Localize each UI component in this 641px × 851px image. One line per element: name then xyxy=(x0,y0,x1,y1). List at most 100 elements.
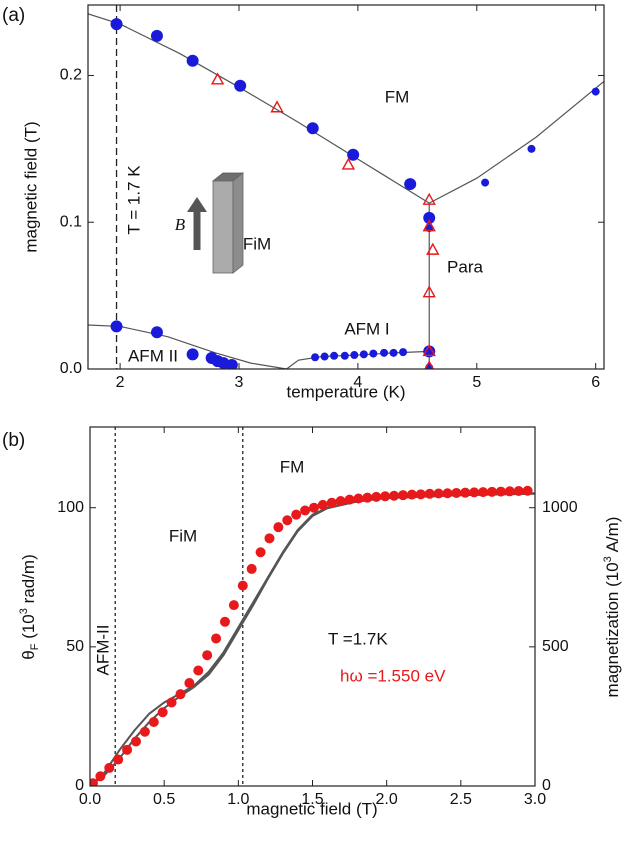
y2-tick-label: 0 xyxy=(542,777,551,794)
point xyxy=(397,490,408,501)
x-tick-label: 3.0 xyxy=(524,791,546,808)
annotation: hω =1.550 eV xyxy=(340,666,446,685)
point xyxy=(282,515,293,526)
line xyxy=(428,80,604,204)
x-tick-label: 1.0 xyxy=(227,791,249,808)
point xyxy=(481,178,490,187)
point xyxy=(150,326,163,339)
y-tick-label: 0.1 xyxy=(60,213,82,230)
annotation: T =1.7K xyxy=(328,629,388,648)
x-tick-label: 3 xyxy=(235,374,244,391)
field-arrowhead xyxy=(187,197,207,212)
point xyxy=(504,486,515,497)
point xyxy=(193,665,204,676)
point xyxy=(433,488,444,499)
point xyxy=(362,492,373,503)
point xyxy=(130,736,141,747)
point xyxy=(113,754,124,765)
point xyxy=(150,29,163,42)
point xyxy=(486,486,497,497)
point xyxy=(442,488,453,499)
point xyxy=(513,486,524,497)
y-axis-label: magnetic field (T) xyxy=(21,121,40,252)
point xyxy=(237,580,248,591)
triangle-point xyxy=(426,242,440,255)
annotation: T = 1.7 K xyxy=(124,165,143,235)
x-tick-label: 2.5 xyxy=(450,791,472,808)
y-axis-label: θF (103 rad/m) xyxy=(18,554,41,659)
triangle-point xyxy=(210,72,225,85)
point xyxy=(591,87,600,96)
point xyxy=(335,496,346,507)
point xyxy=(340,351,349,360)
plot-area xyxy=(90,427,535,786)
x-tick-label: 2 xyxy=(116,374,125,391)
point xyxy=(225,359,238,369)
point xyxy=(104,762,115,773)
y2-axis-label-part: A/m) xyxy=(603,517,622,557)
point xyxy=(110,320,123,333)
point xyxy=(353,493,364,504)
x-tick-label: 4 xyxy=(353,374,362,391)
point xyxy=(389,490,400,501)
y-tick-label: 50 xyxy=(66,638,84,655)
x-tick-label: 0.0 xyxy=(79,791,101,808)
y-axis-label-part: (10 xyxy=(19,614,38,643)
annotation: FM xyxy=(385,87,410,106)
point xyxy=(139,726,150,737)
line xyxy=(90,492,535,786)
point xyxy=(423,211,436,224)
point xyxy=(110,18,123,31)
triangle-point xyxy=(270,100,284,113)
axes-frame xyxy=(89,426,536,787)
annotation: FiM xyxy=(243,234,271,253)
triangle-point xyxy=(422,219,436,232)
point xyxy=(380,491,391,502)
point xyxy=(326,497,337,508)
point xyxy=(460,487,471,498)
point xyxy=(347,148,360,161)
y-axis-label-part: rad/m) xyxy=(19,554,38,608)
point xyxy=(234,79,247,92)
point xyxy=(424,488,435,499)
y2-tick-label: 1000 xyxy=(542,499,578,516)
point xyxy=(186,348,199,361)
point xyxy=(166,697,177,708)
point xyxy=(350,351,359,360)
triangle-point xyxy=(341,157,356,170)
point xyxy=(219,616,230,627)
point xyxy=(300,505,311,516)
panel-label: (a) xyxy=(2,5,25,26)
point xyxy=(423,345,436,358)
point xyxy=(404,178,417,191)
point xyxy=(90,778,98,786)
y2-axis-label-part: magnetization (10 xyxy=(603,562,622,697)
y-axis-label-part: 3 xyxy=(18,608,30,614)
prism-front xyxy=(212,180,234,274)
point xyxy=(317,499,328,510)
point xyxy=(246,563,257,574)
plot-area xyxy=(88,5,604,369)
point xyxy=(122,744,133,755)
point xyxy=(469,487,480,498)
point xyxy=(228,600,239,611)
point xyxy=(320,352,329,361)
annotation: FiM xyxy=(169,526,197,545)
y-tick-label: 100 xyxy=(57,499,84,516)
triangle-point xyxy=(424,360,435,369)
line xyxy=(88,13,430,204)
x-axis-label: magnetic field (T) xyxy=(246,799,377,818)
point xyxy=(186,54,199,67)
point xyxy=(369,349,378,358)
x-axis-label: temperature (K) xyxy=(286,382,405,401)
point xyxy=(399,348,408,357)
y-axis-label-part: θ xyxy=(19,650,38,659)
prism-side xyxy=(232,172,244,274)
x-tick-label: 1.5 xyxy=(301,791,323,808)
point xyxy=(273,522,284,533)
y-tick-label: 0.2 xyxy=(60,67,82,84)
point xyxy=(389,348,398,357)
x-tick-label: 0.5 xyxy=(153,791,175,808)
triangle-point xyxy=(422,285,436,298)
